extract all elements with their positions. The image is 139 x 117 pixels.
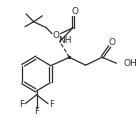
Text: F: F (49, 100, 54, 109)
Text: F: F (19, 100, 24, 109)
Text: OH: OH (123, 59, 137, 68)
Text: NH: NH (58, 36, 71, 45)
Text: O: O (52, 31, 59, 40)
Text: O: O (108, 38, 115, 47)
Text: F: F (34, 107, 39, 116)
Text: O: O (72, 7, 79, 16)
